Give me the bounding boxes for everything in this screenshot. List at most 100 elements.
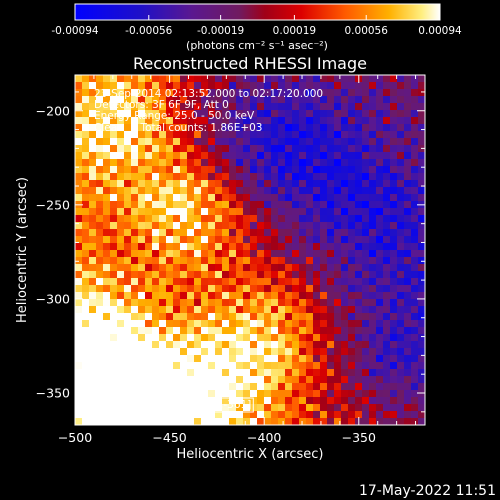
- heatmap-cell: [229, 187, 237, 195]
- heatmap-cell: [229, 306, 237, 314]
- heatmap-cell: [411, 89, 419, 97]
- heatmap-cell: [348, 292, 356, 300]
- heatmap-cell: [306, 75, 314, 83]
- heatmap-cell: [264, 397, 272, 405]
- heatmap-cell: [215, 194, 223, 202]
- heatmap-cell: [110, 194, 118, 202]
- heatmap-cell: [215, 369, 223, 377]
- heatmap-cell: [187, 362, 195, 370]
- heatmap-cell: [145, 292, 153, 300]
- heatmap-cell: [215, 257, 223, 265]
- heatmap-cell: [215, 306, 223, 314]
- heatmap-cell: [96, 103, 104, 111]
- heatmap-cell: [201, 362, 209, 370]
- heatmap-cell: [89, 103, 97, 111]
- heatmap-cell: [96, 138, 104, 146]
- heatmap-cell: [103, 376, 111, 384]
- heatmap-cell: [418, 397, 426, 405]
- heatmap-cell: [110, 320, 118, 328]
- heatmap-cell: [145, 397, 153, 405]
- heatmap-cell: [208, 299, 216, 307]
- heatmap-cell: [117, 194, 125, 202]
- heatmap-cell: [194, 110, 202, 118]
- heatmap-cell: [222, 180, 230, 188]
- x-tick-label: −400: [247, 430, 281, 445]
- heatmap-cell: [138, 124, 146, 132]
- heatmap-cell: [222, 75, 230, 83]
- heatmap-cell: [376, 341, 384, 349]
- heatmap-cell: [250, 264, 258, 272]
- heatmap-cell: [124, 89, 132, 97]
- heatmap-cell: [75, 334, 83, 342]
- heatmap-cell: [327, 138, 335, 146]
- heatmap-cell: [208, 292, 216, 300]
- heatmap-cell: [327, 285, 335, 293]
- heatmap-cell: [341, 369, 349, 377]
- heatmap-cell: [222, 292, 230, 300]
- y-tick-label: −200: [36, 103, 70, 118]
- heatmap-cell: [222, 152, 230, 160]
- heatmap-cell: [327, 75, 335, 83]
- heatmap-cell: [397, 75, 405, 83]
- heatmap-cell: [313, 257, 321, 265]
- heatmap-cell: [285, 243, 293, 251]
- heatmap-cell: [145, 348, 153, 356]
- heatmap-cell: [82, 208, 90, 216]
- chart-title: Reconstructed RHESSI Image: [133, 54, 367, 73]
- heatmap-cell: [404, 404, 412, 412]
- heatmap-cell: [222, 145, 230, 153]
- heatmap-cell: [159, 383, 167, 391]
- heatmap-cell: [250, 96, 258, 104]
- heatmap-cell: [257, 362, 265, 370]
- heatmap-cell: [264, 173, 272, 181]
- heatmap-cell: [313, 285, 321, 293]
- heatmap-cell: [348, 187, 356, 195]
- heatmap-cell: [355, 201, 363, 209]
- heatmap-cell: [362, 292, 370, 300]
- heatmap-cell: [334, 229, 342, 237]
- heatmap-cell: [159, 166, 167, 174]
- heatmap-cell: [180, 362, 188, 370]
- heatmap-cell: [173, 166, 181, 174]
- heatmap-cell: [348, 229, 356, 237]
- heatmap-cell: [96, 390, 104, 398]
- heatmap-cell: [264, 306, 272, 314]
- heatmap-cell: [117, 103, 125, 111]
- heatmap-cell: [355, 89, 363, 97]
- heatmap-cell: [404, 390, 412, 398]
- heatmap-cell: [411, 355, 419, 363]
- heatmap-cell: [138, 348, 146, 356]
- heatmap-cell: [215, 250, 223, 258]
- heatmap-cell: [229, 390, 237, 398]
- heatmap-cell: [173, 285, 181, 293]
- heatmap-cell: [411, 180, 419, 188]
- heatmap-cell: [166, 341, 174, 349]
- heatmap-cell: [292, 229, 300, 237]
- heatmap-cell: [362, 376, 370, 384]
- heatmap-cell: [376, 194, 384, 202]
- heatmap-cell: [390, 250, 398, 258]
- heatmap-cell: [215, 411, 223, 419]
- heatmap-cell: [278, 250, 286, 258]
- heatmap-cell: [229, 299, 237, 307]
- heatmap-cell: [145, 103, 153, 111]
- heatmap-cell: [362, 208, 370, 216]
- heatmap-cell: [397, 257, 405, 265]
- heatmap-cell: [89, 138, 97, 146]
- heatmap-cell: [236, 278, 244, 286]
- heatmap-cell: [208, 75, 216, 83]
- heatmap-cell: [131, 404, 139, 412]
- heatmap-cell: [348, 215, 356, 223]
- heatmap-cell: [96, 362, 104, 370]
- heatmap-cell: [418, 404, 426, 412]
- heatmap-cell: [243, 257, 251, 265]
- heatmap-cell: [404, 306, 412, 314]
- heatmap-cell: [348, 180, 356, 188]
- heatmap-cell: [131, 397, 139, 405]
- heatmap-cell: [334, 397, 342, 405]
- heatmap-cell: [355, 362, 363, 370]
- heatmap-cell: [418, 306, 426, 314]
- heatmap-cell: [278, 334, 286, 342]
- heatmap-cell: [362, 215, 370, 223]
- heatmap-cell: [271, 75, 279, 83]
